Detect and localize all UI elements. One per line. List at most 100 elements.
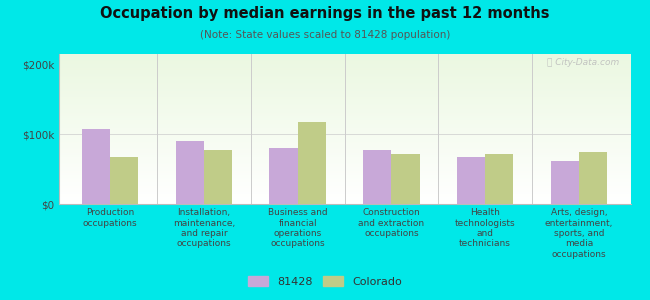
Bar: [58, 62, 630, 63]
Bar: [58, 118, 630, 119]
Bar: [58, 116, 630, 117]
Bar: [58, 119, 630, 120]
Bar: [58, 112, 630, 113]
Bar: [58, 153, 630, 154]
Bar: [58, 161, 630, 162]
Bar: [58, 169, 630, 170]
Bar: [58, 104, 630, 105]
Bar: [58, 149, 630, 150]
Text: ⓘ City-Data.com: ⓘ City-Data.com: [547, 58, 619, 68]
Bar: [58, 146, 630, 147]
Bar: [58, 184, 630, 185]
Bar: [58, 154, 630, 155]
Bar: [58, 89, 630, 90]
Bar: [551, 161, 579, 204]
Bar: [58, 98, 630, 99]
Bar: [58, 78, 630, 79]
Bar: [58, 113, 630, 114]
Bar: [579, 152, 607, 204]
Bar: [58, 95, 630, 96]
Bar: [58, 108, 630, 109]
Bar: [58, 68, 630, 69]
Bar: [58, 97, 630, 98]
Bar: [58, 140, 630, 141]
Bar: [58, 91, 630, 92]
Bar: [58, 134, 630, 135]
Bar: [58, 69, 630, 70]
Bar: [58, 189, 630, 190]
Bar: [58, 177, 630, 178]
Bar: [58, 186, 630, 187]
Bar: [58, 118, 630, 119]
Bar: [58, 90, 630, 91]
Bar: [58, 84, 630, 85]
Bar: [58, 144, 630, 145]
Bar: [58, 176, 630, 177]
Bar: [58, 121, 630, 122]
Bar: [58, 159, 630, 160]
Bar: [58, 151, 630, 152]
Bar: [58, 75, 630, 76]
Bar: [58, 133, 630, 134]
Bar: [58, 66, 630, 67]
Bar: [58, 99, 630, 100]
Bar: [58, 190, 630, 191]
Bar: [58, 191, 630, 192]
Bar: [58, 80, 630, 81]
Bar: [58, 138, 630, 139]
Bar: [58, 178, 630, 179]
Bar: [58, 130, 630, 131]
Bar: [58, 141, 630, 142]
Bar: [58, 79, 630, 80]
Bar: [58, 165, 630, 166]
Bar: [58, 128, 630, 129]
Bar: [58, 122, 630, 123]
Bar: [58, 86, 630, 87]
Bar: [58, 107, 630, 108]
Bar: [58, 150, 630, 151]
Bar: [58, 181, 630, 182]
Bar: [58, 187, 630, 188]
Bar: [58, 160, 630, 161]
Bar: [58, 123, 630, 124]
Text: Occupation by median earnings in the past 12 months: Occupation by median earnings in the pas…: [100, 6, 550, 21]
Bar: [58, 175, 630, 176]
Bar: [58, 195, 630, 196]
Bar: [58, 65, 630, 66]
Bar: [58, 100, 630, 101]
Bar: [58, 93, 630, 94]
Bar: [58, 142, 630, 143]
Bar: [58, 202, 630, 203]
Bar: [58, 135, 630, 136]
Bar: [58, 172, 630, 173]
Bar: [58, 56, 630, 57]
Bar: [58, 70, 630, 71]
Legend: 81428, Colorado: 81428, Colorado: [244, 272, 406, 291]
Bar: [58, 61, 630, 62]
Bar: [58, 193, 630, 194]
Bar: [58, 120, 630, 121]
Bar: [58, 110, 630, 111]
Bar: [58, 131, 630, 132]
Bar: [298, 122, 326, 204]
Bar: [58, 54, 630, 55]
Bar: [58, 64, 630, 65]
Bar: [58, 201, 630, 202]
Bar: [58, 57, 630, 58]
Bar: [58, 163, 630, 164]
Bar: [58, 106, 630, 107]
Bar: [58, 129, 630, 130]
Text: (Note: State values scaled to 81428 population): (Note: State values scaled to 81428 popu…: [200, 30, 450, 40]
Bar: [58, 171, 630, 172]
Bar: [58, 137, 630, 138]
Bar: [58, 202, 630, 203]
Bar: [58, 192, 630, 193]
Bar: [58, 96, 630, 97]
Bar: [58, 174, 630, 175]
Bar: [58, 115, 630, 116]
Bar: [82, 129, 110, 204]
Bar: [58, 59, 630, 60]
Bar: [110, 157, 138, 204]
Bar: [58, 88, 630, 89]
Bar: [58, 132, 630, 133]
